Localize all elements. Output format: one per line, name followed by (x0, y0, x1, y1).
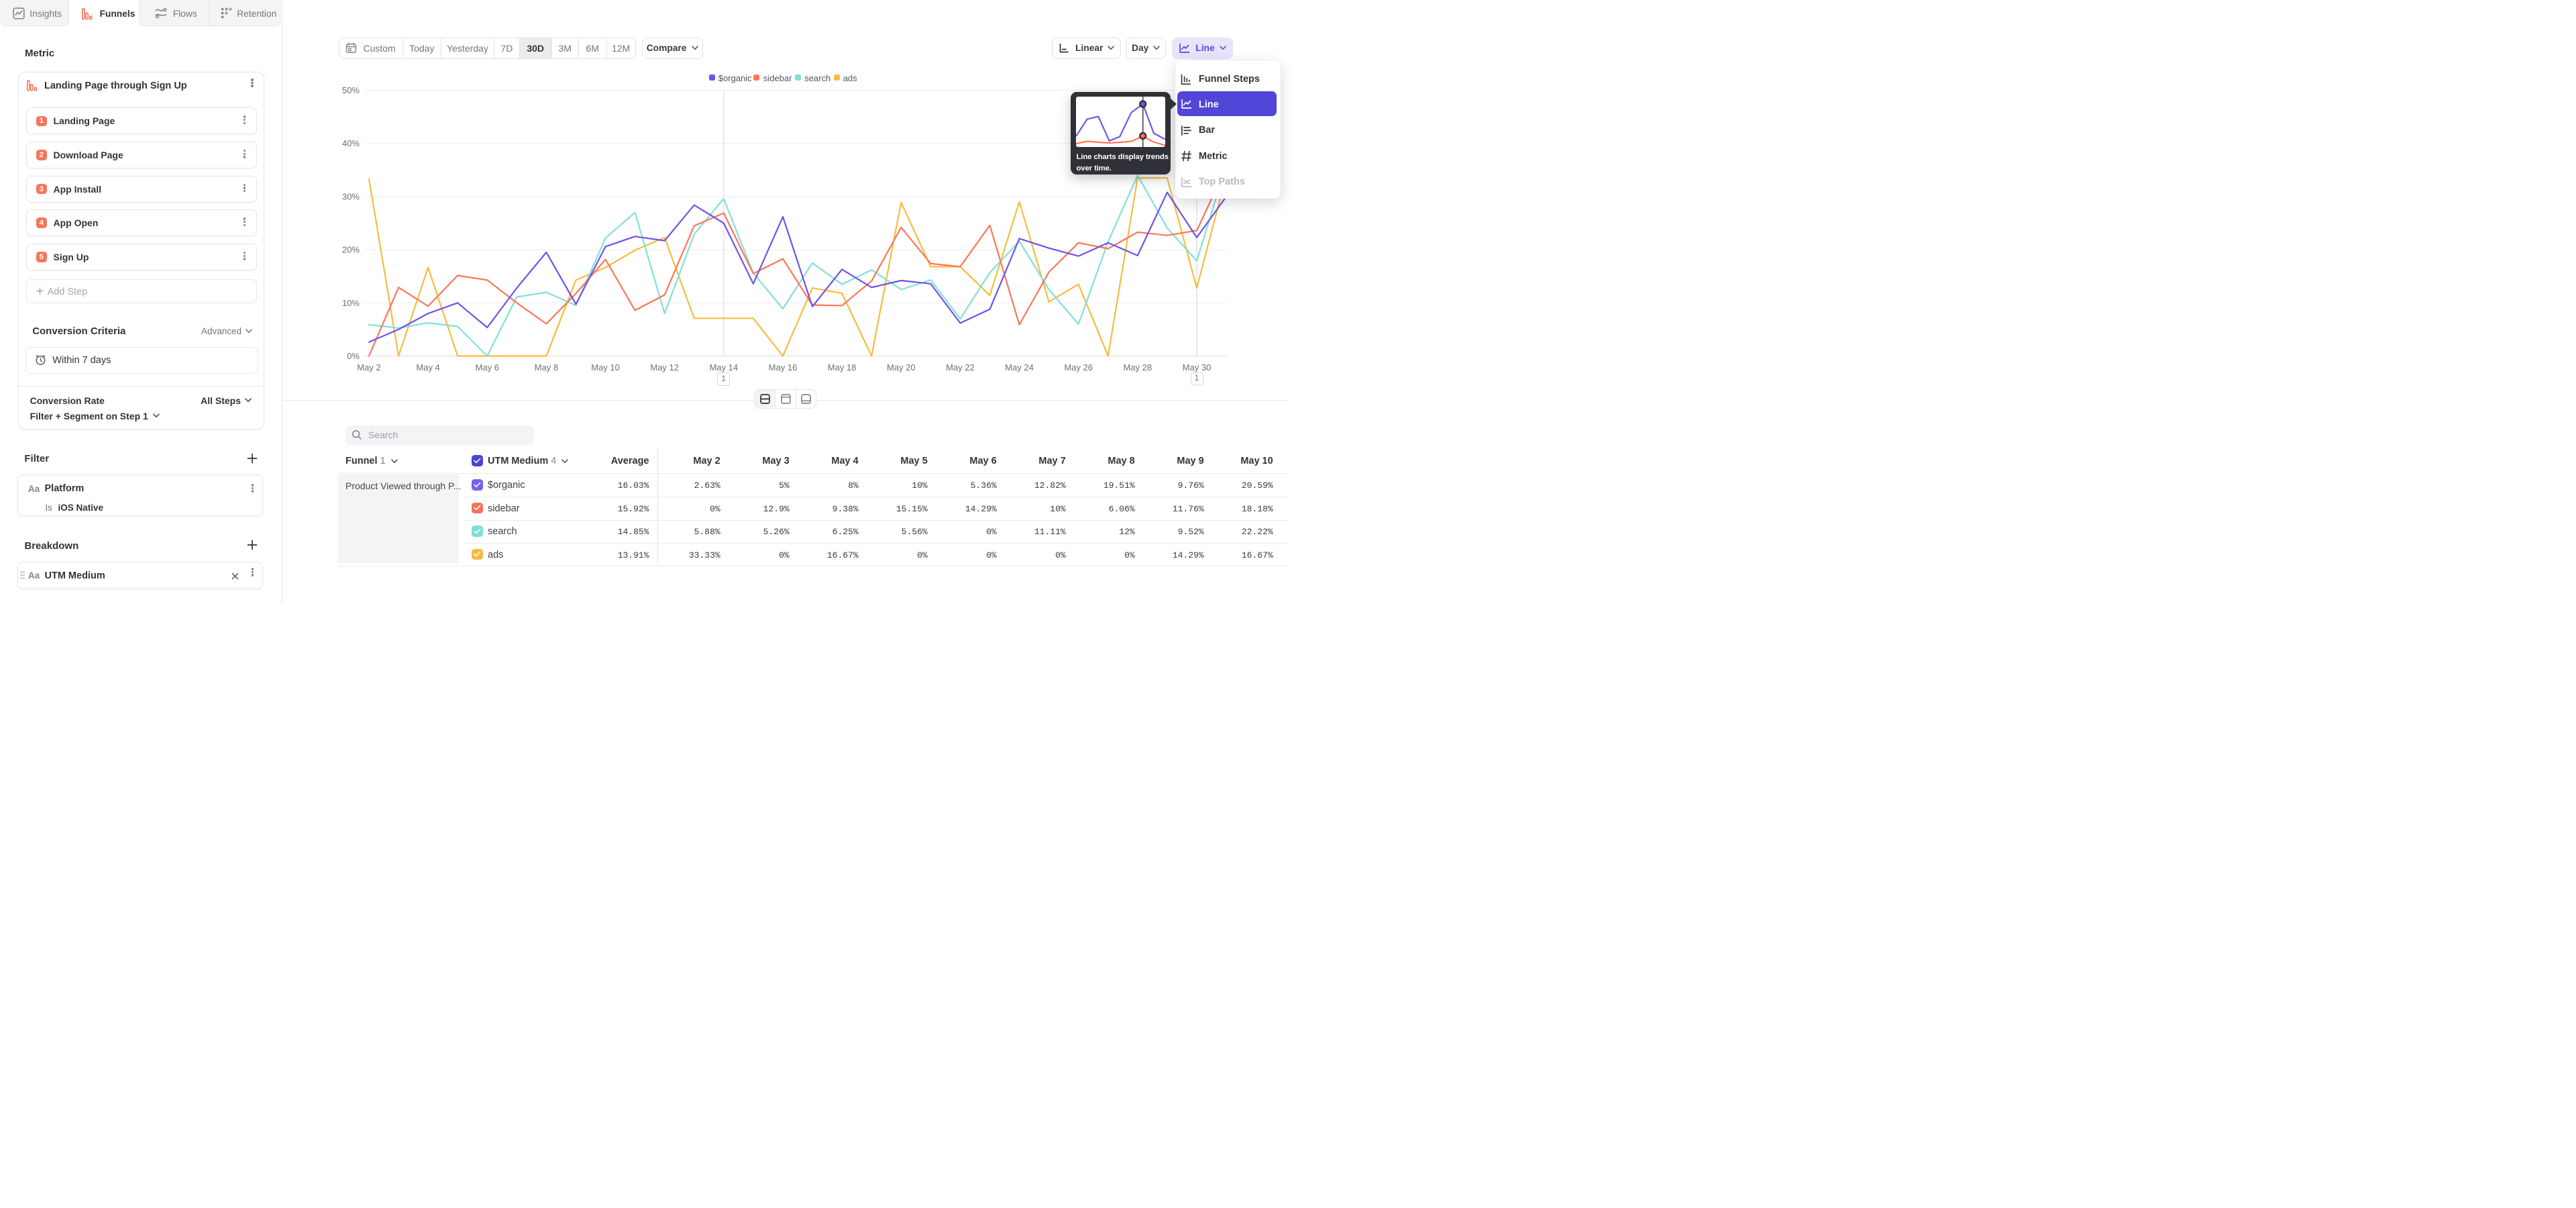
svg-text:May 12: May 12 (650, 362, 679, 372)
svg-text:50%: 50% (342, 85, 360, 95)
svg-text:May 30: May 30 (1183, 362, 1212, 372)
svg-text:May 24: May 24 (1005, 362, 1034, 372)
svg-text:20%: 20% (342, 245, 360, 255)
svg-text:May 14: May 14 (709, 362, 738, 372)
svg-text:May 4: May 4 (416, 362, 439, 372)
svg-text:May 8: May 8 (535, 362, 558, 372)
svg-text:May 20: May 20 (887, 362, 916, 372)
svg-text:May 22: May 22 (946, 362, 975, 372)
svg-text:10%: 10% (342, 298, 360, 308)
svg-text:May 16: May 16 (769, 362, 798, 372)
svg-text:40%: 40% (342, 138, 360, 148)
svg-text:May 10: May 10 (591, 362, 620, 372)
svg-text:May 6: May 6 (476, 362, 499, 372)
svg-text:May 26: May 26 (1064, 362, 1093, 372)
svg-text:0%: 0% (347, 351, 360, 361)
svg-text:30%: 30% (342, 191, 360, 201)
svg-text:May 18: May 18 (828, 362, 857, 372)
svg-text:May 28: May 28 (1123, 362, 1152, 372)
svg-text:May 2: May 2 (357, 362, 380, 372)
